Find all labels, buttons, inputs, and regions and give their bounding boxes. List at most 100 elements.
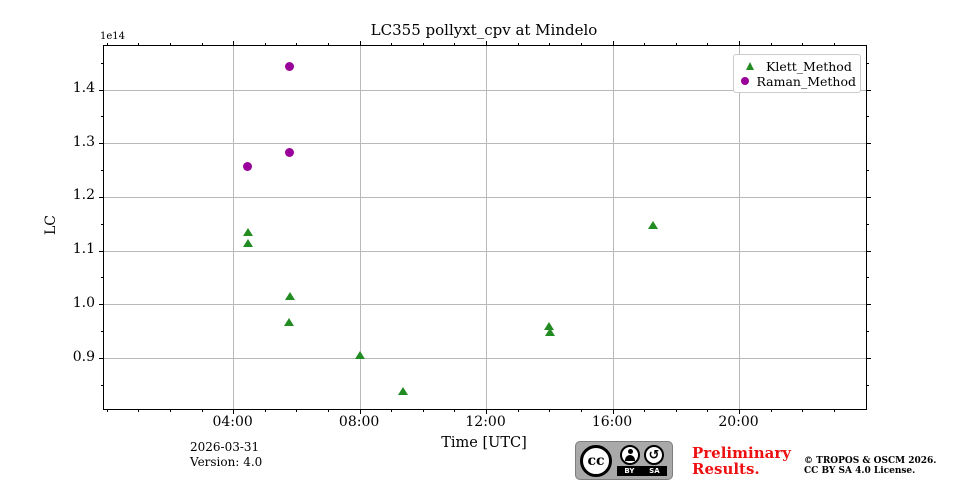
y-tick-label: 1.4 <box>72 80 95 97</box>
y-tick-mark <box>866 62 869 64</box>
x-tick-mark <box>770 409 772 412</box>
x-tick-mark <box>233 409 235 414</box>
x-tick-mark <box>517 43 519 46</box>
measurement-date: 2026-03-31 <box>190 440 260 454</box>
x-tick-mark <box>169 409 171 412</box>
legend-item-klett: Klett_Method <box>741 58 856 74</box>
x-tick-label: 04:00 <box>212 414 253 430</box>
x-tick-mark <box>327 43 329 46</box>
x-tick-mark <box>138 409 140 412</box>
x-tick-mark <box>802 409 804 412</box>
x-tick-mark <box>106 409 108 412</box>
x-tick-mark <box>422 43 424 46</box>
gridline-vertical <box>359 46 361 409</box>
x-tick-mark <box>106 43 108 46</box>
x-tick-mark <box>580 43 582 46</box>
data-point-klett_method <box>647 220 658 229</box>
y-tick-mark <box>101 116 104 118</box>
x-tick-mark <box>169 43 171 46</box>
x-tick-mark <box>486 41 488 46</box>
x-tick-mark <box>612 41 614 46</box>
data-point-klett_method <box>355 351 366 360</box>
cc-badge-labels: BY SA <box>617 466 667 476</box>
gridline-horizontal <box>104 89 866 91</box>
cc-sa-arrow-icon: ↺ <box>644 445 664 465</box>
y-axis-label: LC <box>43 215 59 236</box>
gridline-horizontal <box>104 250 866 252</box>
x-tick-mark <box>391 43 393 46</box>
data-point-klett_method <box>397 387 408 396</box>
y-axis-offset-label: 1e14 <box>100 31 126 42</box>
y-tick-label: 1.3 <box>72 133 95 150</box>
chart-title: LC355 pollyxt_cpv at Mindelo <box>370 21 598 39</box>
y-tick-mark <box>99 358 104 360</box>
x-tick-mark <box>422 409 424 412</box>
gridline-horizontal <box>104 358 866 360</box>
legend-label-raman: Raman_Method <box>756 73 856 89</box>
data-point-raman_method <box>285 147 295 157</box>
data-point-raman_method <box>284 61 294 71</box>
y-tick-mark <box>99 196 104 198</box>
x-tick-mark <box>264 43 266 46</box>
x-tick-mark <box>707 409 709 412</box>
data-point-klett_method <box>242 227 253 236</box>
x-tick-mark <box>486 409 488 414</box>
cc-sa-label: SA <box>649 467 660 475</box>
y-tick-mark <box>866 358 871 360</box>
x-tick-mark <box>359 41 361 46</box>
y-tick-mark <box>866 170 869 172</box>
preliminary-results-text: Preliminary Results. <box>692 444 791 478</box>
x-tick-label: 08:00 <box>338 414 380 430</box>
x-tick-label: 16:00 <box>591 414 633 430</box>
x-tick-mark <box>201 43 203 46</box>
x-tick-mark <box>644 409 646 412</box>
x-tick-label: 12:00 <box>465 414 506 430</box>
x-tick-mark <box>739 409 741 414</box>
x-tick-mark <box>802 43 804 46</box>
copyright-text: © TROPOS & OSCM 2026. CC BY SA 4.0 Licen… <box>804 456 937 476</box>
x-tick-mark <box>739 41 741 46</box>
cc-by-person-icon <box>620 445 640 465</box>
x-tick-mark <box>138 43 140 46</box>
y-tick-mark <box>101 277 104 279</box>
x-tick-mark <box>612 409 614 414</box>
version-text: Version: 4.0 <box>190 455 263 469</box>
x-tick-mark <box>833 43 835 46</box>
x-tick-mark <box>296 409 298 412</box>
gridline-horizontal <box>104 196 866 198</box>
legend-item-raman: Raman_Method <box>741 73 856 89</box>
cc-logo-icon: cc <box>580 444 612 477</box>
x-tick-mark <box>549 409 551 412</box>
x-tick-mark <box>833 409 835 412</box>
y-tick-mark <box>866 250 871 252</box>
cc-by-label: BY <box>624 467 635 475</box>
y-tick-mark <box>866 384 869 386</box>
x-tick-mark <box>359 409 361 414</box>
y-tick-mark <box>866 304 871 306</box>
x-tick-mark <box>454 43 456 46</box>
x-tick-mark <box>644 43 646 46</box>
data-point-klett_method <box>284 292 295 301</box>
y-tick-label: 0.9 <box>72 348 95 365</box>
x-tick-mark <box>580 409 582 412</box>
data-point-klett_method <box>544 327 555 336</box>
y-tick-mark <box>99 143 104 145</box>
gridline-horizontal <box>104 143 866 145</box>
y-tick-mark <box>866 331 869 333</box>
y-tick-label: 1.0 <box>72 294 95 311</box>
triangle-marker-icon <box>741 62 759 70</box>
y-tick-mark <box>99 304 104 306</box>
data-point-klett_method <box>242 238 253 247</box>
y-tick-mark <box>866 143 871 145</box>
legend-label-klett: Klett_Method <box>766 58 852 74</box>
cc-by-sa-badge: cc ↺ BY SA <box>575 441 673 480</box>
y-tick-label: 1.2 <box>72 187 95 204</box>
x-tick-label: 20:00 <box>718 414 759 430</box>
y-tick-mark <box>866 196 871 198</box>
y-tick-mark <box>866 277 869 279</box>
gridline-vertical <box>486 46 488 409</box>
x-tick-mark <box>675 43 677 46</box>
y-tick-mark <box>866 89 871 91</box>
y-tick-mark <box>101 384 104 386</box>
